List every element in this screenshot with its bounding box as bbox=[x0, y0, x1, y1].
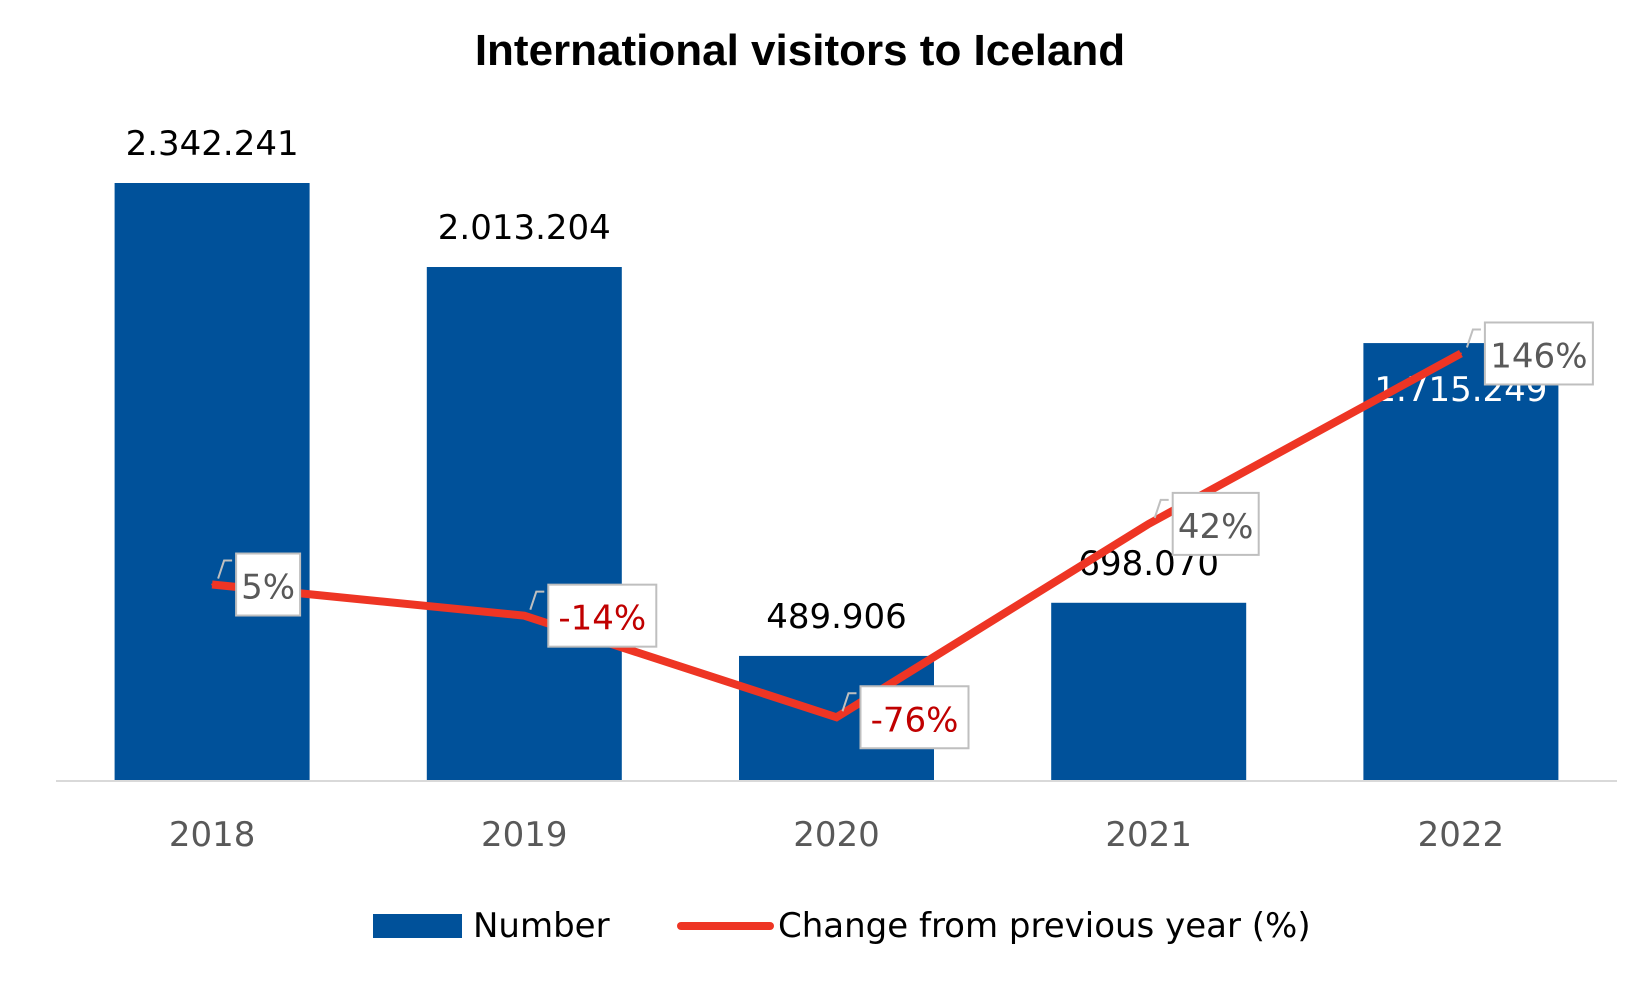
change-point bbox=[1147, 522, 1150, 525]
percent-label: 5% bbox=[241, 568, 295, 608]
x-tick-label: 2022 bbox=[1418, 815, 1505, 855]
change-point bbox=[835, 716, 838, 719]
bar-2018 bbox=[114, 183, 310, 781]
bar-value-label: 489.906 bbox=[766, 597, 907, 637]
percent-label-box bbox=[547, 583, 658, 648]
legend-label-change: Change from previous year (%) bbox=[778, 906, 1311, 946]
percent-label-box bbox=[235, 552, 302, 617]
percent-label: -76% bbox=[871, 700, 959, 740]
label-leader bbox=[1153, 498, 1169, 519]
label-leader bbox=[841, 692, 857, 712]
bar-2022 bbox=[1363, 343, 1559, 781]
legend-label-number: Number bbox=[473, 906, 610, 946]
change-point bbox=[523, 614, 526, 617]
bar-value-label: 2.342.241 bbox=[126, 124, 299, 164]
x-tick-label: 2018 bbox=[169, 815, 256, 855]
chart-title: International visitors to Iceland bbox=[475, 26, 1125, 75]
line-layer bbox=[211, 349, 1463, 722]
bars-layer: 2.342.2412.013.204489.906698.0701.715.24… bbox=[114, 124, 1559, 781]
percent-label-box bbox=[1483, 321, 1594, 386]
x-tick-label: 2021 bbox=[1105, 815, 1192, 855]
bar-2019 bbox=[426, 267, 622, 781]
percent-label-box bbox=[859, 685, 970, 750]
change-point bbox=[211, 583, 214, 586]
x-tick-label: 2019 bbox=[481, 815, 568, 855]
percent-label: 42% bbox=[1178, 507, 1254, 547]
label-leader bbox=[529, 590, 545, 610]
x-axis-ticks: 2018 2019 2020 2021 2022 bbox=[169, 815, 1504, 855]
percent-label: -14% bbox=[558, 599, 646, 639]
label-leader bbox=[1465, 328, 1481, 348]
change-point bbox=[1459, 352, 1462, 355]
bar-value-label: 2.013.204 bbox=[438, 208, 611, 248]
legend-swatch-number bbox=[373, 914, 462, 938]
percent-label: 146% bbox=[1490, 336, 1587, 376]
label-leader bbox=[217, 559, 233, 579]
legend: Number Change from previous year (%) bbox=[373, 906, 1311, 946]
x-tick-label: 2020 bbox=[793, 815, 880, 855]
bar-2021 bbox=[1051, 602, 1247, 781]
percent-labels-layer: 5% -14% -76% 42% 146% bbox=[217, 321, 1594, 750]
percent-label-box bbox=[1171, 491, 1260, 556]
